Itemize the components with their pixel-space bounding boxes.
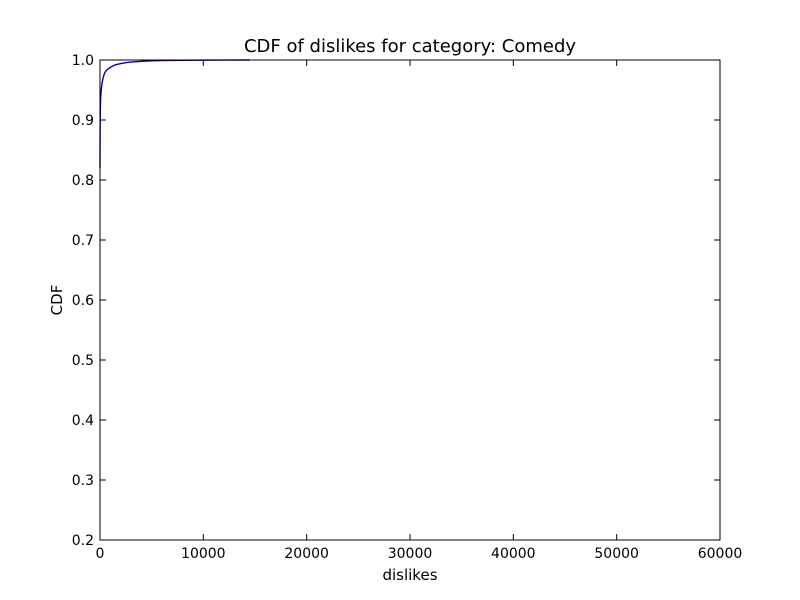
y-tick-label: 0.6	[72, 293, 94, 309]
x-axis-label: dislikes	[382, 566, 437, 584]
y-tick-label: 0.3	[72, 473, 94, 489]
x-axis: 0 10000 20000 30000 40000 50000 60000	[96, 60, 743, 562]
x-tick-label: 20000	[284, 546, 329, 562]
x-tick-label: 10000	[181, 546, 226, 562]
y-tick-label: 0.9	[72, 113, 94, 129]
x-tick-label: 0	[96, 546, 105, 562]
x-tick-label: 50000	[594, 546, 639, 562]
series-layer	[99, 59, 250, 169]
y-tick-label: 0.4	[72, 413, 94, 429]
cdf-series-line	[99, 59, 250, 169]
y-tick-label: 0.8	[72, 173, 94, 189]
x-tick-label: 60000	[698, 546, 743, 562]
y-tick-label: 1.0	[72, 53, 94, 69]
y-tick-label: 0.2	[72, 533, 94, 549]
plot-frame	[99, 59, 721, 541]
x-tick-label: 30000	[388, 546, 433, 562]
y-tick-label: 0.7	[72, 233, 94, 249]
y-axis-label: CDF	[48, 285, 66, 316]
x-tick-label: 40000	[491, 546, 536, 562]
chart-title: CDF of dislikes for category: Comedy	[244, 36, 576, 57]
y-tick-label: 0.5	[72, 353, 94, 369]
y-axis: 0.2 0.3 0.4 0.5 0.6 0.7 0.8 0.9 1.0	[72, 53, 720, 549]
